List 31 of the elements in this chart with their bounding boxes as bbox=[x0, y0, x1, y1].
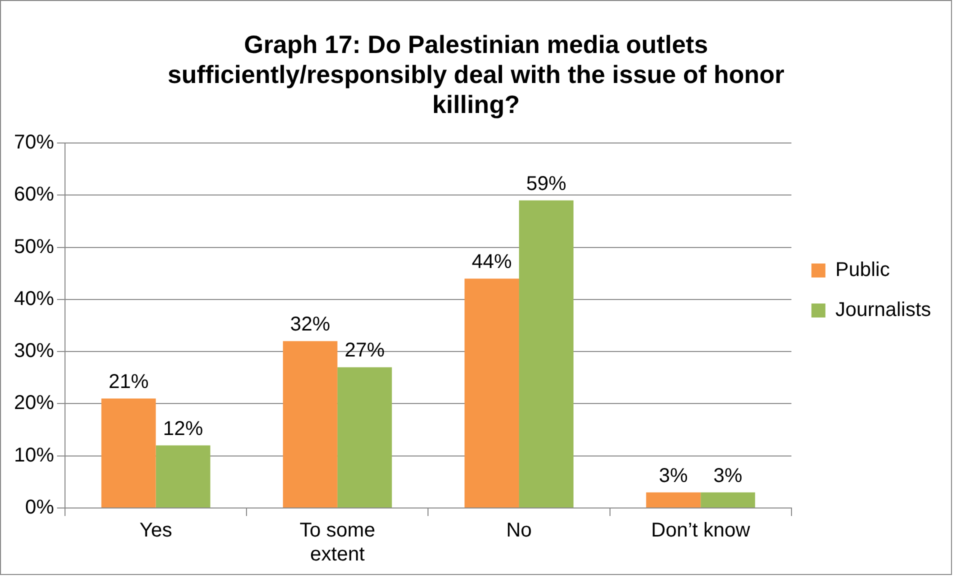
bar bbox=[156, 445, 210, 508]
data-label: 3% bbox=[713, 464, 743, 487]
y-tick-label: 0% bbox=[25, 496, 54, 519]
data-label: 21% bbox=[108, 371, 149, 394]
data-label: 32% bbox=[290, 314, 330, 336]
y-tick-label: 20% bbox=[14, 392, 54, 414]
bar bbox=[519, 200, 574, 508]
chart-title: Graph 17: Do Palestinian media outlets sufficiently/responsibly deal with the issue of honor killing? bbox=[168, 30, 785, 119]
x-tick-label: Don’t know bbox=[651, 520, 751, 542]
y-tick-label: 30% bbox=[14, 340, 54, 362]
data-label: 12% bbox=[163, 418, 204, 440]
legend-label: Public bbox=[835, 259, 890, 282]
y-tick-label: 50% bbox=[14, 236, 54, 258]
y-tick-label: 40% bbox=[14, 288, 54, 310]
bar bbox=[700, 492, 756, 508]
y-tick-label: 70% bbox=[14, 132, 54, 154]
bar bbox=[646, 492, 701, 508]
bar bbox=[337, 367, 392, 508]
bar bbox=[101, 398, 156, 508]
bar bbox=[464, 278, 520, 508]
y-tick-label: 60% bbox=[14, 184, 54, 206]
data-label: 59% bbox=[526, 172, 566, 195]
data-label: 44% bbox=[472, 251, 512, 274]
x-tick-label: To some extent bbox=[300, 520, 376, 566]
x-tick-label: Yes bbox=[140, 520, 172, 542]
x-tick-label: No bbox=[506, 520, 532, 542]
legend-label: Journalists bbox=[835, 299, 932, 322]
bar bbox=[282, 341, 338, 508]
y-tick-label: 10% bbox=[14, 444, 54, 466]
data-label: 27% bbox=[344, 340, 385, 362]
data-label: 3% bbox=[658, 464, 688, 487]
